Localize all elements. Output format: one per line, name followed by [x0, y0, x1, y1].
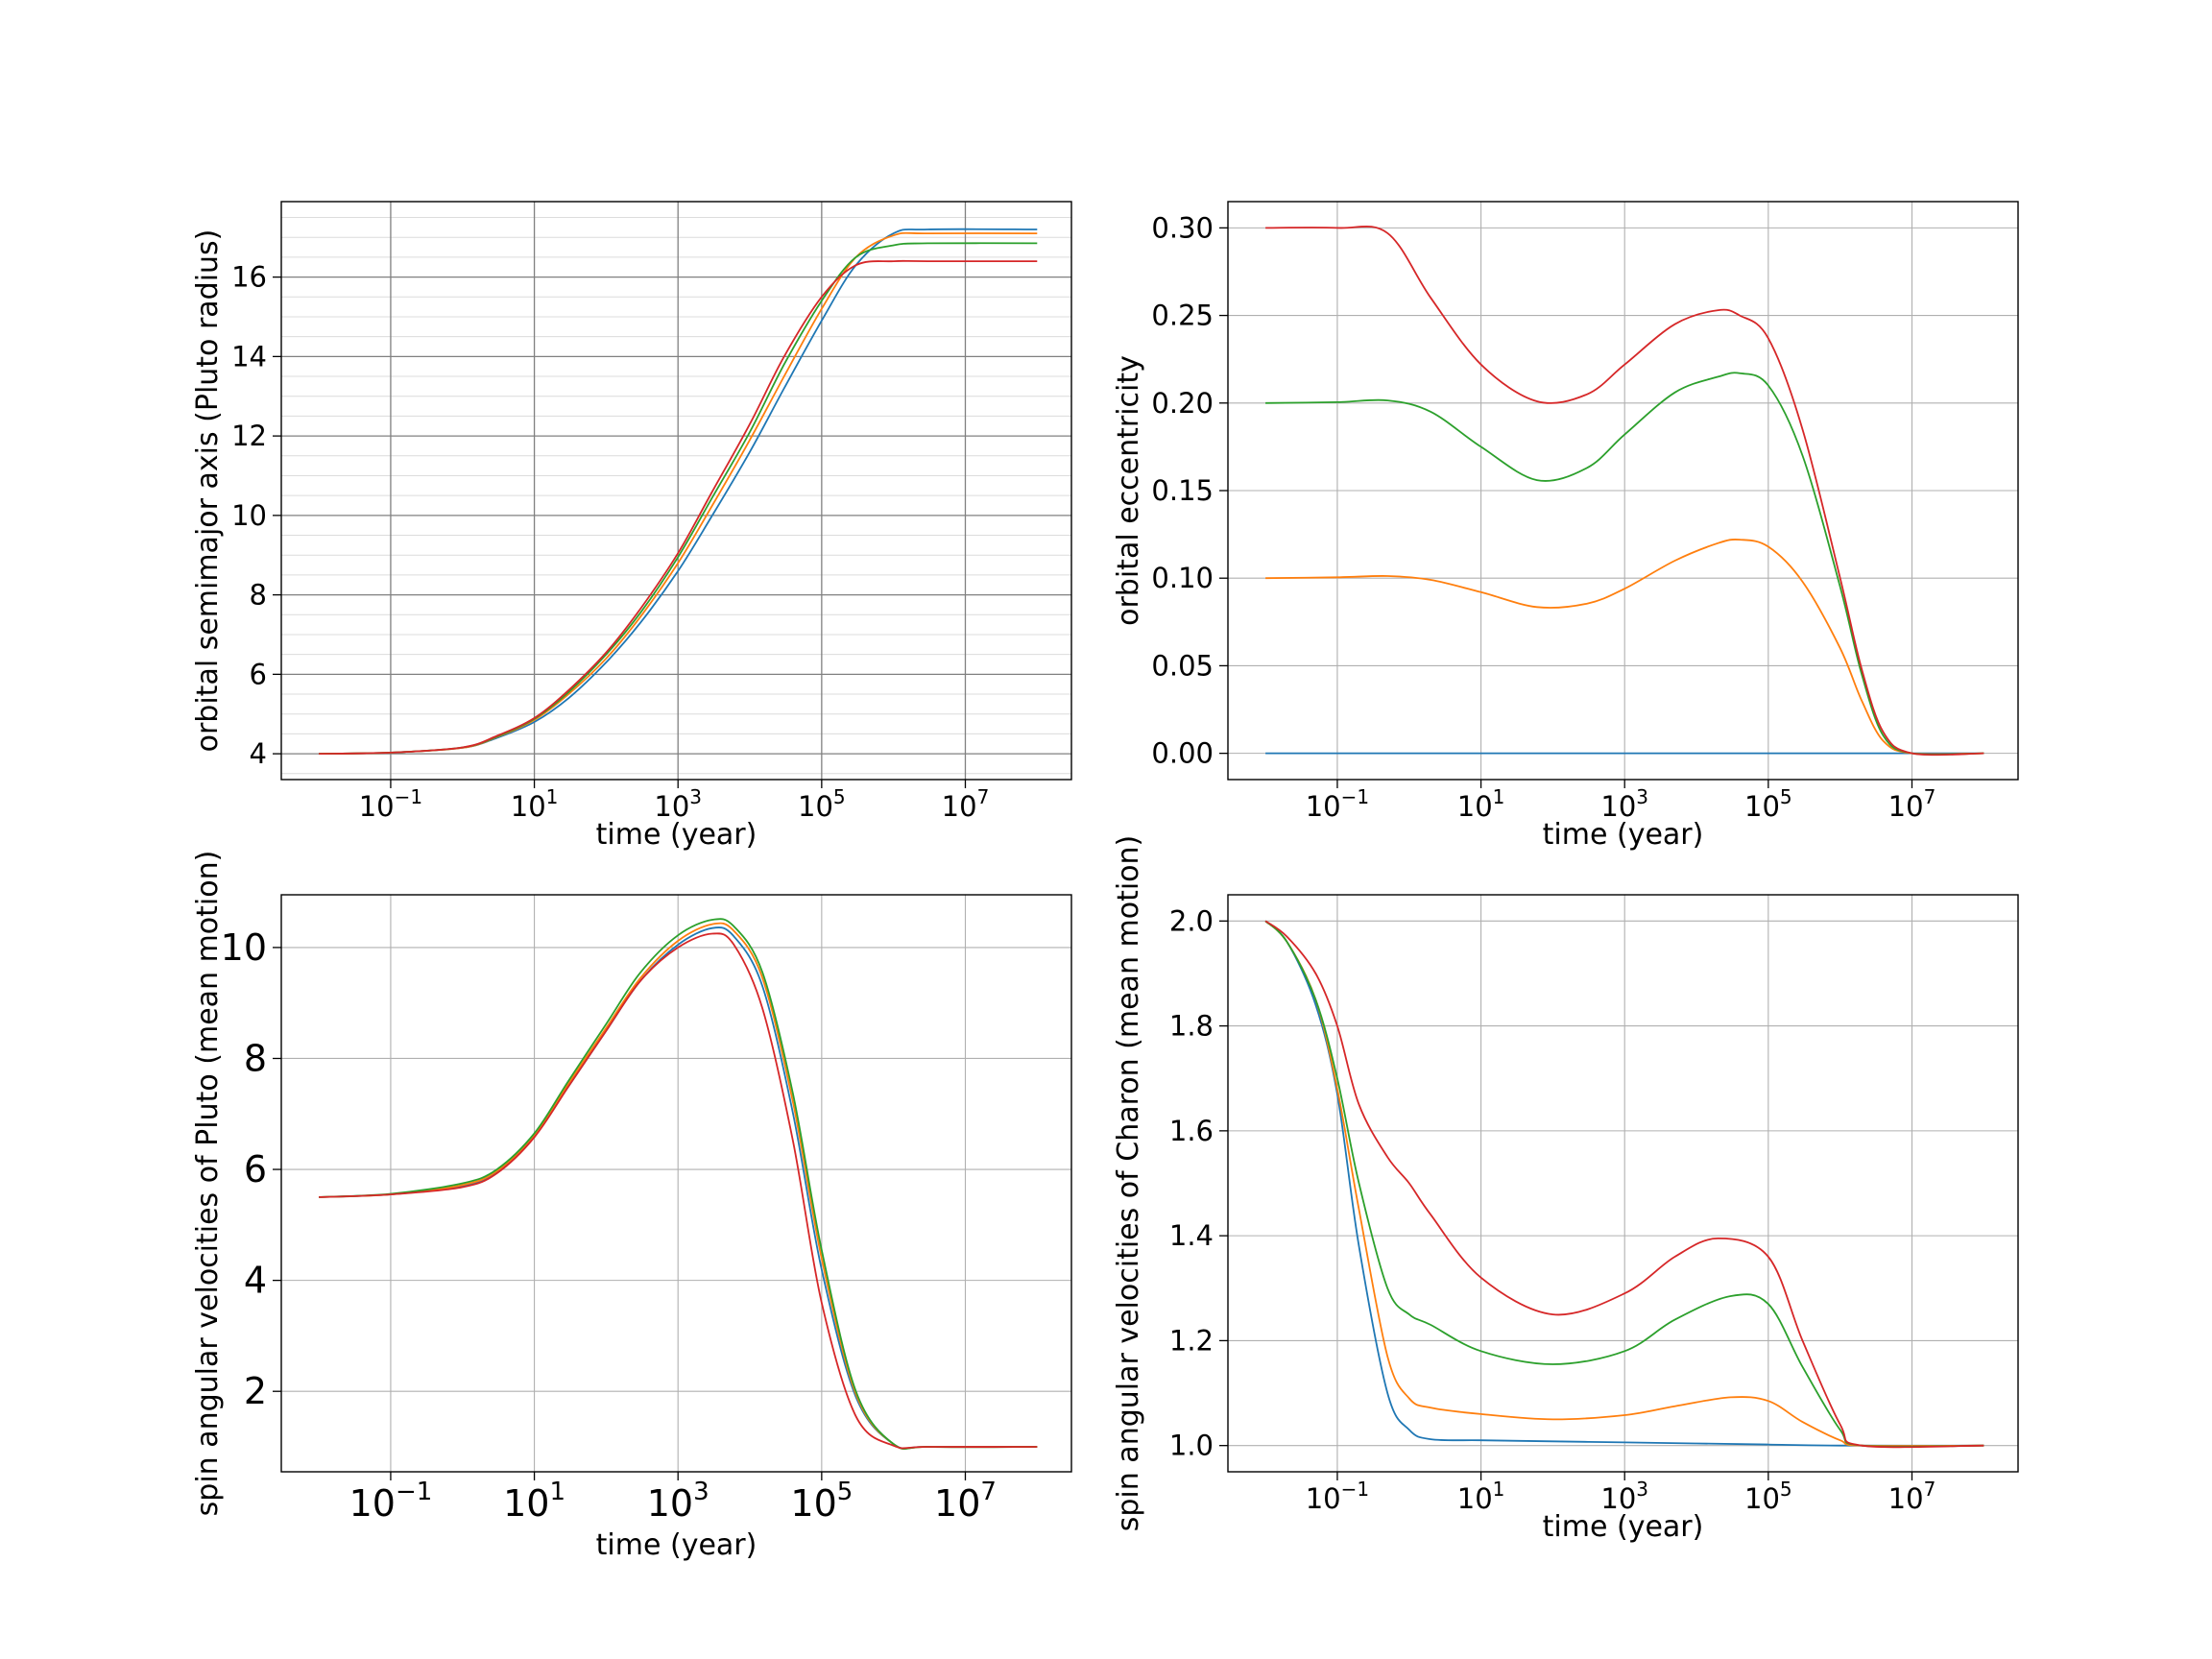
y-tick-label: 16 [231, 261, 267, 294]
plot-frame [1227, 894, 2019, 1473]
chart-panel-4: 1.0 1.2 1.4 1.6 1.8 2.0 10−1 101 103 105 107 time (… [1112, 835, 2019, 1544]
y-tick-label: 0.20 [1151, 387, 1214, 420]
x-tick-label: 103 [647, 1478, 709, 1525]
x-tick-label: 105 [790, 1478, 853, 1525]
y-tick-label: 1.6 [1169, 1115, 1214, 1147]
x-tick-label: 103 [1600, 785, 1648, 823]
x-tick-label: 105 [1744, 785, 1792, 823]
y-tick-label: 6 [244, 1148, 267, 1190]
chart-panel-1: 4 6 8 10 12 14 16 10−1 101 103 105 107 time (year) or… [191, 201, 1072, 852]
y-axis-label: spin angular velocities of Charon (mean … [1112, 835, 1145, 1532]
y-tick-label: 6 [250, 658, 267, 690]
x-tick-label: 107 [934, 1478, 997, 1525]
y-tick-label: 8 [244, 1037, 267, 1079]
chart-panel-3: 2 4 6 8 10 10−1 101 103 105 107 time (year) spin an… [191, 851, 1072, 1562]
x-tick-label: 101 [1457, 1478, 1505, 1515]
series-line-4 [1264, 920, 1984, 1449]
x-tick-label: 103 [1600, 1478, 1648, 1515]
x-tick-label: 101 [1457, 785, 1505, 823]
series-line-2 [1265, 539, 1984, 756]
plot-frame [280, 894, 1072, 1473]
chart-panel-2: 0.00 0.05 0.10 0.15 0.20 0.25 0.30 10−1 101 103 10… [1112, 201, 2019, 852]
x-tick-label: 105 [1744, 1478, 1792, 1515]
plot-frame [1227, 201, 2019, 781]
x-tick-label: 103 [654, 785, 702, 823]
x-axis-label: time (year) [1543, 1510, 1704, 1544]
y-axis-label: orbital eccentricity [1112, 355, 1145, 626]
x-tick-label: 10−1 [359, 785, 422, 823]
x-tick-label: 101 [503, 1478, 565, 1525]
x-axis-label: time (year) [1543, 818, 1704, 852]
y-axis-label: orbital semimajor axis (Pluto radius) [191, 229, 225, 753]
y-tick-label: 0.05 [1151, 649, 1214, 682]
x-tick-label: 107 [1888, 785, 1936, 823]
y-tick-label: 1.4 [1169, 1219, 1214, 1252]
y-tick-label: 12 [231, 420, 267, 452]
y-tick-label: 0.25 [1151, 300, 1214, 332]
y-tick-label: 1.2 [1169, 1324, 1214, 1357]
series-line-3 [319, 918, 1038, 1451]
y-tick-label: 1.8 [1169, 1010, 1214, 1043]
y-tick-label: 1.0 [1169, 1430, 1214, 1462]
x-tick-label: 107 [1888, 1478, 1936, 1515]
x-axis-label: time (year) [596, 818, 757, 852]
y-tick-label: 4 [250, 737, 267, 770]
y-tick-label: 0.10 [1151, 562, 1214, 594]
y-tick-label: 14 [231, 340, 267, 373]
y-tick-label: 2 [244, 1370, 267, 1412]
series-line-2 [1264, 920, 1984, 1447]
y-tick-label: 0.15 [1151, 474, 1214, 507]
y-tick-label: 8 [250, 579, 267, 612]
x-tick-label: 105 [798, 785, 846, 823]
x-tick-label: 10−1 [1306, 785, 1369, 823]
x-axis-label: time (year) [596, 1528, 757, 1562]
x-tick-label: 10−1 [349, 1478, 433, 1525]
x-tick-label: 10−1 [1306, 1478, 1369, 1515]
y-tick-label: 4 [244, 1260, 267, 1302]
y-tick-label: 0.30 [1151, 211, 1214, 244]
series-line-4 [319, 932, 1038, 1450]
series-line-4 [1265, 226, 1984, 757]
series-line-3 [1265, 372, 1984, 756]
y-tick-label: 10 [231, 499, 267, 532]
series-line-3 [1264, 920, 1984, 1448]
series-line-4 [319, 259, 1038, 755]
plot-frame [280, 201, 1072, 781]
y-tick-label: 2.0 [1169, 904, 1214, 937]
y-axis-label: spin angular velocities of Pluto (mean m… [191, 851, 225, 1517]
x-tick-label: 101 [511, 785, 559, 823]
x-tick-label: 107 [942, 785, 990, 823]
series-line-2 [319, 922, 1038, 1450]
y-tick-label: 0.00 [1151, 737, 1214, 770]
y-tick-label: 10 [221, 926, 267, 969]
